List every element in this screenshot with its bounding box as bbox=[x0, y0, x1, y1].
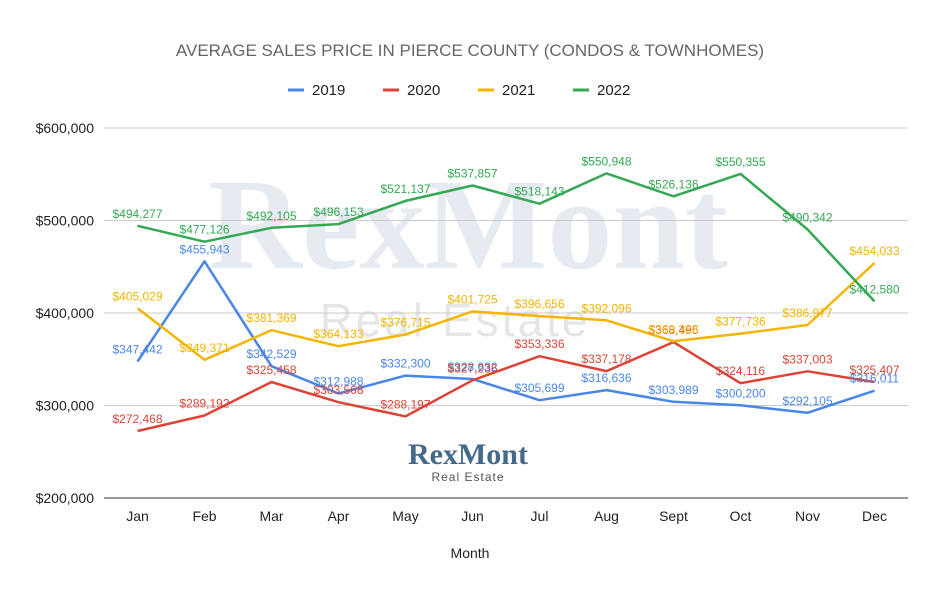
watermark-brand: RexMont bbox=[208, 153, 728, 297]
data-label-2020: $288,197 bbox=[380, 397, 430, 411]
data-label-2020: $325,458 bbox=[246, 363, 296, 377]
data-label-2022: $494,277 bbox=[112, 207, 162, 221]
watermark: RexMont Real Estate bbox=[208, 153, 728, 346]
data-label-2022: $490,342 bbox=[782, 210, 832, 224]
x-tick-label: Feb bbox=[192, 508, 216, 524]
legend: 2019 2020 2021 2022 bbox=[288, 82, 630, 99]
data-label-2022: $521,137 bbox=[380, 182, 430, 196]
data-label-2022: $550,355 bbox=[715, 155, 765, 169]
data-label-2019: $328,632 bbox=[447, 360, 497, 374]
data-label-2020: $368,495 bbox=[648, 323, 698, 337]
data-label-2021: $454,033 bbox=[849, 244, 899, 258]
data-label-2021: $386,977 bbox=[782, 306, 832, 320]
x-tick-label: Apr bbox=[328, 508, 350, 524]
data-label-2021: $369,388 bbox=[648, 322, 698, 336]
data-label-2022: $492,105 bbox=[246, 209, 296, 223]
series-line-2021 bbox=[136, 262, 876, 362]
chart-title: AVERAGE SALES PRICE IN PIERCE COUNTY (CO… bbox=[176, 41, 764, 60]
data-label-2019: $303,989 bbox=[648, 383, 698, 397]
data-label-2021: $377,736 bbox=[715, 315, 765, 329]
data-label-2022: $537,857 bbox=[447, 166, 497, 180]
data-label-2019: $292,105 bbox=[782, 394, 832, 408]
data-label-2020: $327,236 bbox=[447, 361, 497, 375]
data-label-2019: $316,636 bbox=[581, 371, 631, 385]
x-tick-label: Oct bbox=[730, 508, 752, 524]
x-tick-label: Dec bbox=[862, 508, 887, 524]
data-label-2020: $272,468 bbox=[112, 412, 162, 426]
data-label-2019: $305,699 bbox=[514, 381, 564, 395]
data-labels: $347,442 $455,943 $342,529 $312,988 $332,300… bbox=[112, 154, 899, 426]
data-label-2022: $496,153 bbox=[313, 205, 363, 219]
x-tick-label: Aug bbox=[594, 508, 619, 524]
data-label-2021: $405,029 bbox=[112, 289, 162, 303]
data-label-2019: $300,200 bbox=[715, 386, 765, 400]
legend-label-2020: 2020 bbox=[407, 82, 440, 99]
data-label-2020: $289,192 bbox=[179, 396, 229, 410]
data-label-2019: $316,011 bbox=[850, 372, 899, 386]
data-label-2022: $550,948 bbox=[581, 154, 631, 168]
y-tick-label: $600,000 bbox=[36, 120, 95, 136]
data-label-2019: $455,943 bbox=[179, 242, 229, 256]
x-axis-title: Month bbox=[451, 545, 490, 561]
data-label-2020: $303,568 bbox=[313, 383, 363, 397]
logo-brand: RexMont bbox=[408, 438, 528, 471]
data-label-2019: $342,529 bbox=[246, 347, 296, 361]
x-tick-label: Jul bbox=[531, 508, 549, 524]
y-tick-label: $400,000 bbox=[36, 305, 95, 321]
x-tick-label: Jun bbox=[461, 508, 484, 524]
data-label-2020: $325,407 bbox=[849, 363, 899, 377]
series-line-2020 bbox=[137, 340, 875, 433]
data-label-2021: $364,133 bbox=[313, 327, 363, 341]
x-tick-label: Sept bbox=[659, 508, 688, 524]
data-label-2021: $349,371 bbox=[179, 341, 229, 355]
data-label-2020: $337,178 bbox=[581, 352, 631, 366]
x-tick-label: Jan bbox=[126, 508, 149, 524]
legend-label-2021: 2021 bbox=[502, 82, 535, 99]
x-tick-label: May bbox=[392, 508, 418, 524]
series-line-2022 bbox=[137, 172, 876, 303]
data-label-2022: $526,136 bbox=[648, 177, 698, 191]
data-label-2019: $347,442 bbox=[112, 343, 162, 357]
data-label-2020: $324,116 bbox=[716, 364, 765, 378]
logo: RexMont Real Estate bbox=[408, 438, 528, 484]
x-tick-label: Nov bbox=[795, 508, 820, 524]
legend-label-2022: 2022 bbox=[597, 82, 630, 99]
data-label-2021: $381,369 bbox=[246, 311, 296, 325]
data-label-2020: $337,003 bbox=[782, 352, 832, 366]
data-label-2021: $376,715 bbox=[380, 316, 430, 330]
data-label-2020: $353,336 bbox=[514, 337, 564, 351]
data-label-2022: $477,126 bbox=[179, 223, 229, 237]
series-line-2019 bbox=[136, 260, 875, 415]
data-label-2021: $401,725 bbox=[447, 292, 497, 306]
watermark-tagline: Real Estate bbox=[320, 294, 591, 346]
logo-tagline: Real Estate bbox=[431, 470, 504, 484]
data-label-2019: $312,988 bbox=[313, 374, 363, 388]
data-label-2022: $412,580 bbox=[849, 282, 899, 296]
data-label-2022: $518,143 bbox=[514, 185, 564, 199]
x-axis-ticks: Jan Feb Mar Apr May Jun Jul Aug Sept Oct Nov Dec bbox=[126, 508, 887, 524]
data-label-2019: $332,300 bbox=[380, 357, 430, 371]
legend-label-2019: 2019 bbox=[312, 82, 345, 99]
y-tick-label: $200,000 bbox=[36, 490, 95, 506]
y-tick-label: $300,000 bbox=[36, 398, 95, 414]
data-label-2021: $396,656 bbox=[514, 297, 564, 311]
data-label-2021: $392,096 bbox=[581, 301, 631, 315]
y-tick-label: $500,000 bbox=[36, 213, 95, 229]
y-axis-ticks: $200,000 $300,000 $400,000 $500,000 $600,000 bbox=[36, 120, 95, 506]
x-tick-label: Mar bbox=[259, 508, 283, 524]
series-lines bbox=[136, 172, 876, 433]
